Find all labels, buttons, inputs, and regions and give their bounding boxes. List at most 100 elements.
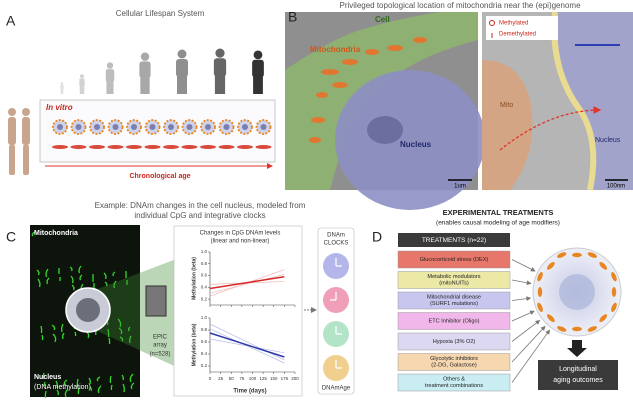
mito-strand — [51, 324, 56, 331]
x-axis-label: Time (days) — [233, 389, 266, 395]
treatment-arrow — [511, 319, 541, 342]
fibroblast — [126, 145, 142, 149]
silhouette — [213, 58, 227, 77]
mito-label: Mitochondria — [34, 230, 78, 237]
legend-label: Methylated — [499, 21, 528, 27]
plot-title: (linear and non-linear) — [211, 239, 270, 245]
mito-strand — [69, 266, 73, 272]
treatment-label: (2-DG, Galactose) — [431, 363, 477, 369]
mito-strand — [46, 277, 50, 285]
mito-label: Mito — [500, 102, 513, 109]
in-vitro-label: In vitro — [46, 103, 73, 112]
x-tick-label: 50 — [229, 376, 235, 381]
mito-strand — [74, 331, 77, 337]
fibroblast — [107, 145, 124, 149]
clocks — [323, 253, 349, 381]
fibroblast — [89, 145, 105, 149]
mito-strand — [79, 274, 83, 281]
mito-strand — [112, 271, 116, 277]
treatment-label: Glycolytic inhibitors — [430, 356, 478, 362]
y-tick-label: 1.0 — [201, 249, 208, 254]
x-tick-label: 200 — [291, 376, 299, 381]
mito-strand — [44, 390, 47, 399]
panel-letter: C — [6, 229, 16, 245]
treatment-label: treatment combinations — [425, 383, 483, 389]
scale-label: 100nm — [607, 184, 625, 190]
mito-strand — [63, 379, 68, 386]
silhouette — [106, 62, 114, 69]
mitochondria-ring — [537, 252, 617, 332]
treatment-arrow — [511, 329, 551, 383]
treatment-box — [397, 250, 511, 269]
mito-strand — [76, 378, 79, 388]
y-tick-label: 0.8 — [201, 327, 208, 332]
silhouette — [105, 69, 115, 82]
mito-strand — [104, 281, 108, 287]
treatment-label: Hypoxia (3% O2) — [433, 339, 476, 345]
mitochondrion — [611, 271, 617, 282]
cell-core — [131, 124, 137, 130]
envelope — [551, 11, 597, 191]
mitochondrion — [537, 302, 543, 313]
panel-a: A Cellular Lifespan System In vitro Chro… — [6, 9, 276, 180]
treatment-box — [397, 332, 511, 351]
mitochondrion — [587, 252, 598, 258]
mito-strand — [122, 383, 125, 393]
cell-core — [57, 124, 63, 130]
trend-line — [209, 328, 285, 364]
fibroblast — [200, 145, 216, 149]
mito-strand — [108, 337, 111, 345]
mitochondria-label: Mitochondria — [310, 45, 361, 54]
panel-b: Privileged topological location of mitoc… — [285, 1, 633, 210]
panel-letter: A — [6, 13, 16, 29]
treatment-box — [397, 353, 511, 371]
silhouette — [106, 81, 114, 94]
fibroblast — [181, 145, 198, 149]
cell-core — [260, 124, 267, 130]
treatment-label: Mitochondrial disease — [427, 295, 481, 301]
treatment-box — [397, 271, 511, 289]
mitochondrion — [587, 326, 598, 332]
treatment-arrow — [511, 325, 546, 363]
fibroblast — [218, 145, 235, 149]
panel-letter: D — [372, 229, 382, 245]
array-label: EPIC — [153, 335, 168, 341]
legend-box — [486, 16, 558, 40]
mito-strand — [130, 382, 135, 390]
mito-strand — [40, 325, 43, 334]
outcome-label: aging outcomes — [553, 377, 603, 384]
treatment-box — [397, 373, 511, 392]
trend-line — [209, 323, 285, 361]
mito-strand — [129, 335, 132, 344]
y-tick-label: 0.2 — [201, 296, 208, 301]
treatment-label: ETC Inhibitor (Oligo) — [429, 318, 480, 324]
plot-box — [173, 225, 303, 397]
mito-strand — [56, 389, 59, 396]
fibroblast — [70, 145, 87, 149]
mito-strand — [31, 231, 36, 237]
mito-strand — [78, 265, 82, 274]
treatment-box — [397, 291, 511, 310]
silhouette — [79, 78, 85, 87]
silhouette — [177, 49, 187, 59]
x-tick-label: 75 — [239, 376, 245, 381]
outcome-box — [538, 360, 618, 390]
array-label: (n=528) — [150, 352, 171, 358]
y-tick-label: 0.8 — [201, 261, 208, 266]
mito-strand — [121, 374, 124, 381]
panel-title: Privileged topological location of mitoc… — [339, 1, 581, 10]
legend-label: Demethylated — [499, 32, 536, 38]
treatments-header-label: TREATMENTS (n=22) — [422, 237, 486, 244]
nucleus-label: (DNA methylation) — [34, 384, 91, 391]
silhouette — [215, 48, 225, 58]
nucleus-label: Nucleus — [34, 374, 61, 381]
cell-core — [149, 124, 156, 130]
fibroblast — [237, 145, 253, 149]
treatment-label: Others & — [443, 377, 465, 383]
mitochondrion — [611, 302, 617, 313]
mito-strand — [42, 372, 45, 380]
mitochondrion — [546, 314, 555, 323]
mito-strand — [37, 278, 41, 288]
mito-strand — [107, 328, 110, 338]
section-title: individual CpG and integrative clocks — [134, 211, 265, 220]
